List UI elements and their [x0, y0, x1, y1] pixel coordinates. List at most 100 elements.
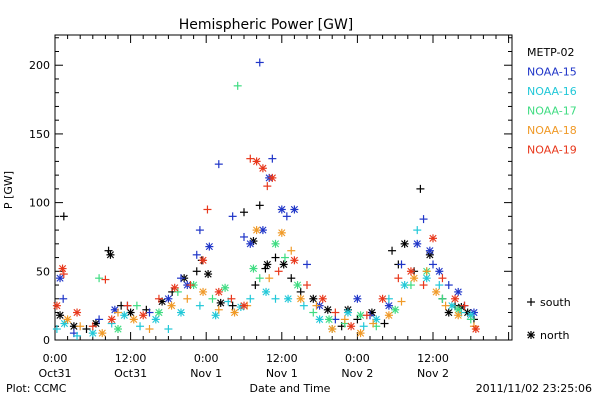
north-point-noaa-16	[262, 287, 271, 296]
south-point-metp-02	[416, 184, 425, 193]
x-tick-label-date: Nov 2	[417, 367, 449, 380]
north-point-noaa-16	[372, 315, 381, 324]
south-point-metp-02	[271, 253, 280, 262]
south-point-noaa-16	[435, 281, 444, 290]
south-point-noaa-18	[340, 315, 349, 324]
south-point-noaa-15	[429, 260, 437, 269]
south-point-noaa-17	[132, 301, 141, 310]
x-tick-label-date: Nov 1	[190, 367, 222, 380]
south-point-noaa-17	[406, 281, 415, 290]
south-point-noaa-18	[114, 308, 122, 317]
north-point-noaa-18	[167, 301, 176, 310]
x-axis-label: Date and Time	[250, 382, 331, 395]
north-point-noaa-17	[325, 315, 334, 324]
south-point-noaa-17	[280, 253, 289, 262]
plot-frame	[54, 34, 513, 341]
north-point-metp-02	[263, 260, 272, 269]
north-point-noaa-19	[52, 301, 61, 310]
north-point-noaa-19	[240, 301, 248, 310]
north-point-noaa-19	[73, 308, 82, 317]
south-point-noaa-17	[309, 308, 318, 317]
north-point-metp-02	[106, 250, 115, 259]
north-point-metp-02	[126, 308, 135, 317]
north-point-noaa-18	[328, 325, 337, 334]
north-point-metp-02	[309, 294, 318, 303]
south-point-noaa-19	[203, 205, 212, 214]
x-tick-label-time: 12:00	[115, 352, 147, 365]
south-point-noaa-16	[195, 301, 204, 310]
south-point-metp-02	[228, 301, 237, 310]
north-point-metp-02	[216, 298, 225, 307]
south-point-noaa-19	[303, 281, 311, 290]
x-axis: 0:00 Oct31 12:00 Oct31 0:00 Nov 1 12:00 Nov 1 0:…	[38, 35, 510, 380]
north-point-noaa-19	[429, 234, 437, 243]
north-point-noaa-19	[347, 322, 356, 331]
y-axis: 0 50 100 150 200	[29, 37, 512, 347]
south-point-noaa-17	[466, 315, 475, 324]
north-point-noaa-18	[296, 294, 305, 303]
south-point-noaa-19	[154, 294, 163, 303]
south-point-noaa-18	[145, 325, 154, 334]
south-point-noaa-19	[460, 301, 469, 310]
plot-credit: Plot: CCMC	[6, 382, 67, 395]
x-tick-label-date: Oct31	[38, 367, 71, 380]
south-point-noaa-18	[76, 322, 85, 331]
north-point-noaa-16	[343, 308, 352, 317]
marker-key-label: north	[540, 329, 570, 342]
north-point-noaa-17	[293, 281, 302, 290]
south-point-noaa-15	[240, 232, 248, 241]
marker-key-label: south	[540, 296, 571, 309]
legend-entry: NOAA-19	[527, 144, 577, 157]
north-point-noaa-15	[384, 301, 393, 310]
y-tick-label: 50	[36, 265, 50, 278]
legend-entry: NOAA-17	[527, 105, 577, 118]
south-point-noaa-19	[362, 311, 371, 320]
south-point-noaa-15	[268, 154, 277, 163]
south-point-noaa-16	[246, 294, 255, 303]
south-point-noaa-16	[164, 325, 173, 334]
south-point-metp-02	[287, 274, 296, 283]
south-point-metp-02	[82, 325, 91, 334]
marker-key-north: north	[527, 329, 570, 342]
south-point-noaa-19	[227, 294, 236, 303]
north-point-metp-02	[444, 308, 453, 317]
north-point-noaa-18	[199, 287, 208, 296]
y-tick-label: 100	[29, 197, 50, 210]
north-point-noaa-17	[221, 283, 230, 292]
y-tick-label: 150	[29, 128, 50, 141]
south-point-noaa-18	[369, 319, 378, 328]
y-axis-label: P [GW]	[2, 171, 15, 209]
south-point-noaa-15	[444, 281, 453, 290]
south-point-metp-02	[388, 246, 397, 255]
north-point-noaa-16	[211, 311, 220, 320]
south-point-noaa-17	[95, 274, 104, 283]
north-point-noaa-15	[435, 267, 444, 276]
south-point-noaa-16	[52, 325, 61, 334]
legend-entry: NOAA-18	[527, 124, 577, 137]
north-point-noaa-17	[114, 325, 122, 334]
north-point-noaa-16	[447, 301, 456, 310]
south-point-noaa-19	[394, 274, 403, 283]
south-point-noaa-16	[271, 294, 280, 303]
north-point-noaa-16	[315, 315, 324, 324]
south-point-noaa-17	[173, 287, 182, 296]
south-point-metp-02	[380, 319, 389, 328]
north-point-noaa-17	[391, 305, 400, 314]
south-point-noaa-15	[177, 274, 185, 283]
north-point-noaa-19	[471, 325, 480, 334]
x-tick-label-time: 12:00	[266, 352, 298, 365]
south-point-metp-02	[251, 281, 260, 290]
south-point-metp-02	[192, 267, 201, 276]
south-point-noaa-18	[397, 297, 406, 306]
south-point-noaa-18	[287, 246, 296, 255]
north-point-noaa-18	[129, 315, 138, 324]
legend-entry: NOAA-15	[527, 66, 577, 79]
north-point-noaa-16	[177, 308, 185, 317]
south-point-noaa-15	[59, 294, 68, 303]
north-point-noaa-19	[378, 294, 387, 303]
north-point-noaa-18	[63, 315, 72, 324]
legend-entry: METP-02	[527, 46, 575, 59]
marker-key-south: south	[527, 296, 571, 309]
x-tick-label-time: 0:00	[43, 352, 68, 365]
